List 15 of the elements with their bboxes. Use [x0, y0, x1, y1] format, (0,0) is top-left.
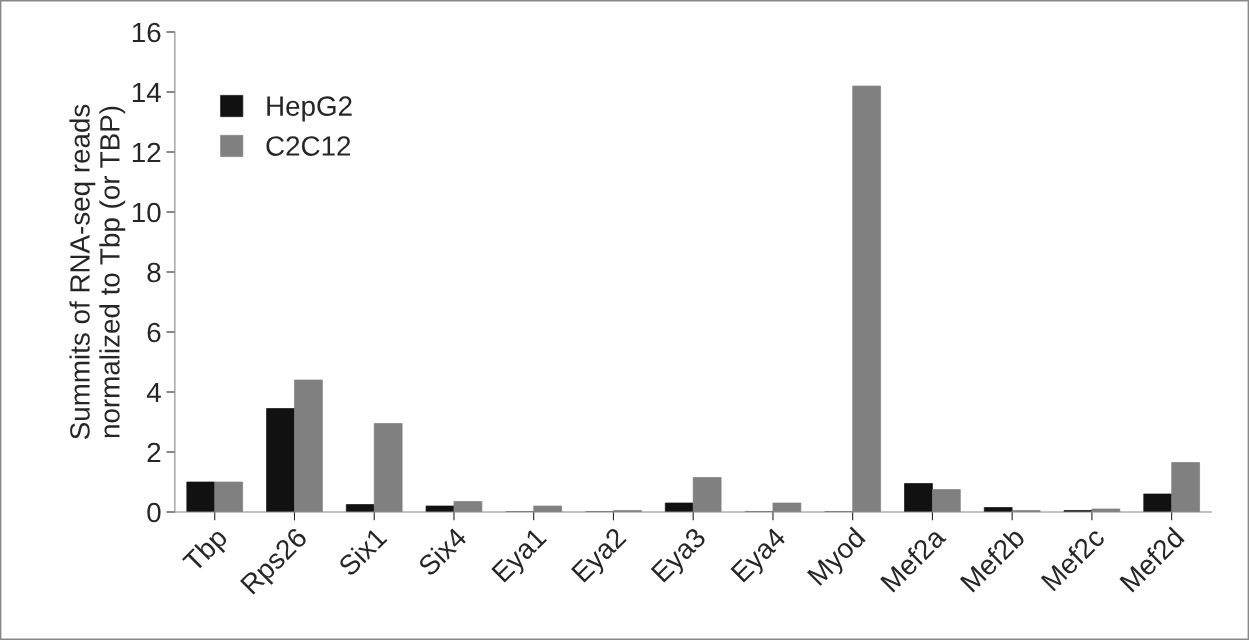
y-tick-label: 12 [132, 142, 161, 163]
x-tick-label: Tbp [181, 526, 233, 577]
y-tick-label: 0 [147, 502, 161, 523]
y-tick-label: 2 [147, 442, 161, 463]
legend-label: C2C12 [266, 136, 351, 156]
y-tick-label: 14 [132, 82, 161, 103]
y-tick-label: 8 [147, 262, 161, 283]
x-tick-label: Six1 [336, 526, 388, 577]
legend-label: HepG2 [267, 96, 352, 122]
y-tick-label: 16 [132, 22, 161, 43]
y-tick-label: 6 [147, 322, 161, 343]
y-tick-label: 4 [146, 382, 161, 403]
y-tick-label: 10 [132, 202, 161, 223]
x-tick-label: Six4 [416, 525, 468, 577]
y-axis-title: Summits of RNA-seq reads normalized to Tbp (or TBP) [69, 104, 126, 439]
